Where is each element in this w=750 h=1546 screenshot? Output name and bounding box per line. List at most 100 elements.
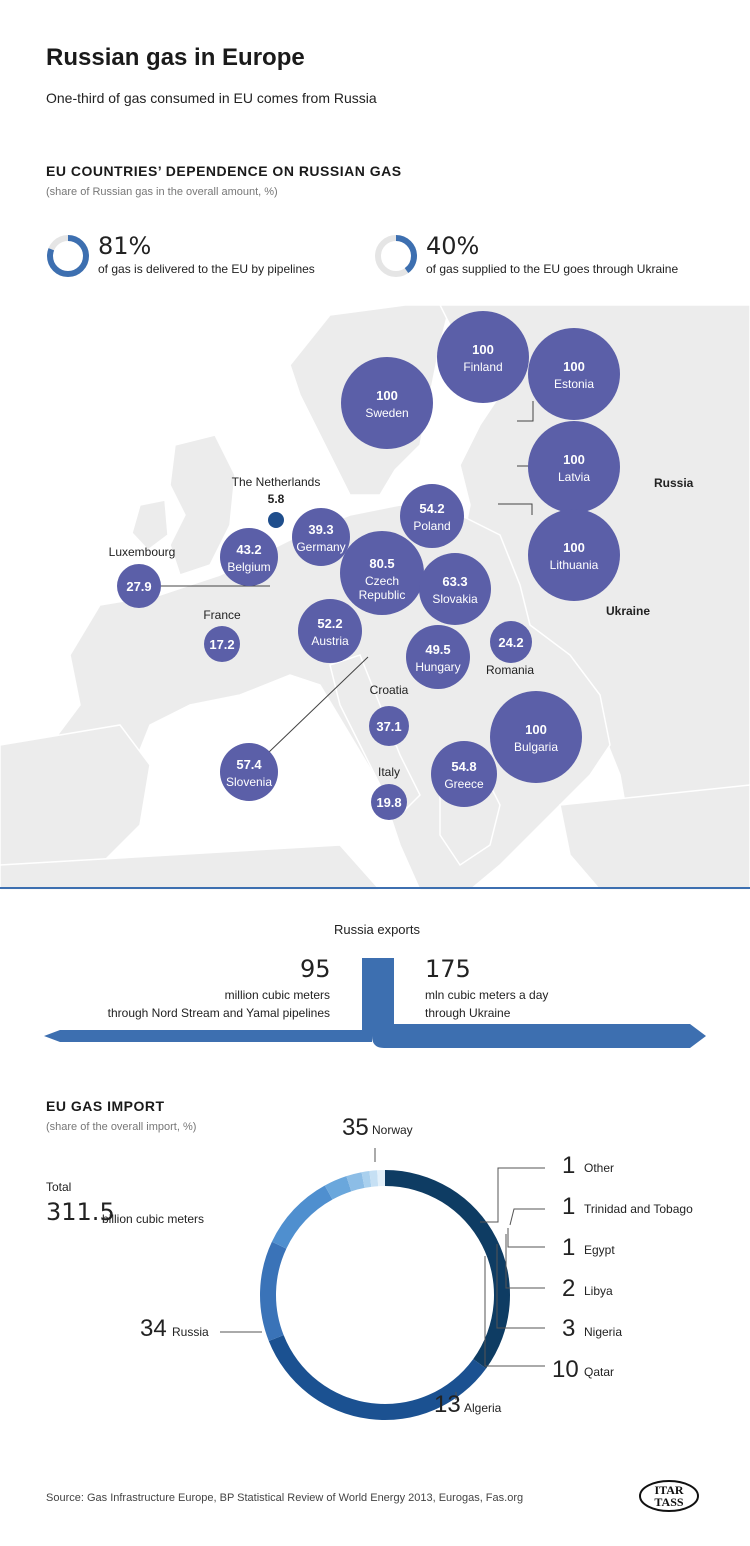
bubble-sweden xyxy=(341,357,433,449)
bubble-label-romania: Romania xyxy=(486,663,534,677)
bubble-the-netherlands xyxy=(268,512,284,528)
bubble-value-germany: 39.3 xyxy=(308,522,333,537)
donut-label-algeria: Algeria xyxy=(464,1401,502,1415)
bubble-estonia xyxy=(528,328,620,420)
dependence-note: (share of Russian gas in the overall amo… xyxy=(46,186,278,198)
import-total-unit: billion cubic meters xyxy=(102,1212,205,1226)
nordstream-line1: million cubic meters xyxy=(224,988,330,1002)
bubble-label-hungary: Hungary xyxy=(415,660,460,674)
donut-value-qatar: 10 xyxy=(552,1356,579,1383)
donut-slice-egypt xyxy=(361,1170,372,1188)
ukraine-transit-line2: through Ukraine xyxy=(425,1006,511,1020)
exports-flow xyxy=(44,958,706,1048)
bubble-france xyxy=(204,626,240,662)
bubble-value-slovakia: 63.3 xyxy=(442,574,467,589)
bubble-value-czech-republic: 80.5 xyxy=(369,556,394,571)
bubble-label-czech-republic-2: Republic xyxy=(359,588,406,602)
bubble-label-italy: Italy xyxy=(378,765,400,779)
ukraine-transit-line1: mln cubic meters a day xyxy=(425,988,549,1002)
bubble-value-estonia: 100 xyxy=(563,359,585,374)
donut-value-russia: 34 xyxy=(140,1315,167,1342)
donut-value-norway: 35 xyxy=(342,1114,369,1141)
bubble-croatia xyxy=(369,706,409,746)
donut-label-russia: Russia xyxy=(172,1325,209,1339)
bubble-label-lithuania: Lithuania xyxy=(550,558,599,572)
bubble-czech-republic xyxy=(340,531,424,615)
donut-label-trinidad-and-tobago: Trinidad and Tobago xyxy=(584,1202,693,1216)
donut-leader-trinidad-and-tobago xyxy=(509,1208,545,1226)
import-note: (share of the overall import, %) xyxy=(46,1121,197,1133)
bubble-value-austria: 52.2 xyxy=(317,616,342,631)
donut-slice-trinidad-and-tobago xyxy=(369,1170,379,1187)
bubble-label-poland: Poland xyxy=(413,519,450,533)
pipeline-share-value: 81% xyxy=(98,232,152,260)
bubble-poland xyxy=(400,484,464,548)
bubble-value-latvia: 100 xyxy=(563,452,585,467)
ukraine-share-ring xyxy=(375,235,417,277)
bubble-label-austria: Austria xyxy=(311,634,349,648)
ukraine-map-label: Ukraine xyxy=(606,604,650,618)
bubble-label-slovakia: Slovakia xyxy=(432,592,478,606)
donut-slice-russia xyxy=(268,1335,487,1420)
bubble-slovakia xyxy=(419,553,491,625)
pipeline-flow-shape xyxy=(44,958,706,1048)
donut-label-egypt: Egypt xyxy=(584,1243,615,1257)
donut-value-libya: 2 xyxy=(562,1275,575,1302)
donut-slice-other xyxy=(377,1170,385,1187)
donut-value-other: 1 xyxy=(562,1152,575,1179)
donut-slice-qatar xyxy=(271,1185,333,1249)
svg-text:ITAR: ITAR xyxy=(654,1483,683,1497)
bubble-value-lithuania: 100 xyxy=(563,540,585,555)
bubble-value-greece: 54.8 xyxy=(451,759,476,774)
donut-label-other: Other xyxy=(584,1161,614,1175)
donut-slice-nigeria xyxy=(324,1176,352,1200)
bubble-value-france: 17.2 xyxy=(209,637,234,652)
bubble-latvia xyxy=(528,421,620,513)
bubble-label-croatia: Croatia xyxy=(370,683,409,697)
bubble-belgium xyxy=(220,528,278,586)
page-title: Russian gas in Europe xyxy=(46,44,305,71)
bubble-label-the-netherlands: The Netherlands xyxy=(232,475,321,489)
bubble-italy xyxy=(371,784,407,820)
bubble-label-estonia: Estonia xyxy=(554,377,594,391)
bubble-romania xyxy=(490,621,532,663)
donut-value-egypt: 1 xyxy=(562,1234,575,1261)
donut-slice-norway xyxy=(385,1170,511,1369)
bubble-value-poland: 54.2 xyxy=(419,501,444,516)
europe-map: Russia Ukraine 100 Finland 100 Estonia 100 Sw… xyxy=(0,305,750,890)
bubble-value-the-netherlands: 5.8 xyxy=(268,492,285,506)
ukraine-transit-value: 175 xyxy=(425,955,471,983)
donut-slice-libya xyxy=(346,1172,365,1192)
bubble-value-belgium: 43.2 xyxy=(236,542,261,557)
import-donut-chart: 35 Norway 34 Russia 13 Algeria 10 Qatar 3 Nigeria… xyxy=(140,1114,693,1420)
import-title: EU GAS IMPORT xyxy=(46,1098,165,1114)
donut-leader-nigeria xyxy=(496,1244,545,1329)
donut-leader-other xyxy=(480,1167,545,1223)
nordstream-value: 95 xyxy=(300,955,331,983)
svg-text:TASS: TASS xyxy=(654,1495,683,1509)
nordstream-line2: through Nord Stream and Yamal pipelines xyxy=(107,1006,330,1020)
donut-label-norway: Norway xyxy=(372,1123,413,1137)
donut-value-nigeria: 3 xyxy=(562,1315,575,1342)
bubble-label-germany: Germany xyxy=(296,540,345,554)
bubble-label-france: France xyxy=(203,608,241,622)
bubble-label-sweden: Sweden xyxy=(365,406,408,420)
russia-map-label: Russia xyxy=(654,476,694,490)
import-total-label: Total xyxy=(46,1180,72,1194)
bubble-label-greece: Greece xyxy=(444,777,484,791)
bubble-label-czech-republic: Czech xyxy=(365,574,399,588)
donut-slice-algeria xyxy=(260,1241,287,1342)
dependence-title: EU COUNTRIES’ DEPENDENCE ON RUSSIAN GAS xyxy=(46,163,402,179)
ukraine-share-value: 40% xyxy=(426,232,480,260)
donut-value-trinidad-and-tobago: 1 xyxy=(562,1193,575,1220)
import-total-value: 311.5 xyxy=(46,1198,115,1226)
exports-title: Russia exports xyxy=(334,922,420,937)
donut-label-libya: Libya xyxy=(584,1284,613,1298)
donut-leader-libya xyxy=(505,1234,545,1289)
bubble-label-slovenia: Slovenia xyxy=(226,775,272,789)
map-leader-line xyxy=(498,503,533,515)
bubble-lithuania xyxy=(528,509,620,601)
bubble-slovenia xyxy=(220,743,278,801)
donut-value-algeria: 13 xyxy=(434,1391,461,1418)
page-subtitle: One-third of gas consumed in EU comes fr… xyxy=(46,90,377,106)
